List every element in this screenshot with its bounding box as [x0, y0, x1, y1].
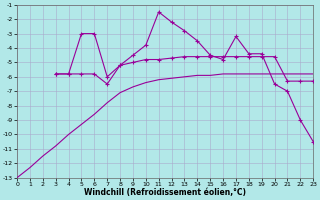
- X-axis label: Windchill (Refroidissement éolien,°C): Windchill (Refroidissement éolien,°C): [84, 188, 246, 197]
